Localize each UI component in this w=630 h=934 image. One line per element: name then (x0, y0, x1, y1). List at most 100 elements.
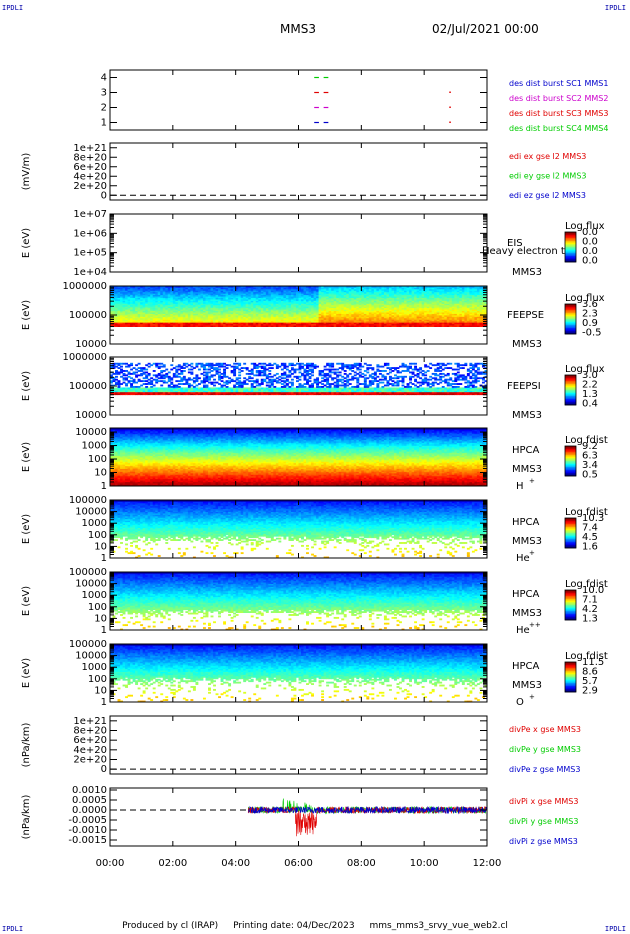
spectrogram-cell (123, 370, 126, 372)
spectrogram-cell (183, 367, 186, 369)
legend-burst: des dist burst SC3 MMS3 (509, 109, 608, 118)
spectrogram-cell (198, 363, 201, 365)
spectrogram-cell (208, 363, 211, 365)
spectrogram-cell (185, 387, 188, 389)
spectrogram-cell (123, 387, 126, 389)
spectrogram-cell (145, 372, 148, 374)
spectrogram-cell (145, 383, 148, 385)
spectrogram-cell (128, 380, 131, 382)
spectrogram-cell (125, 377, 128, 379)
spectrogram-cell (150, 364, 153, 366)
spectrogram-cell (133, 367, 136, 369)
spectrogram-cell (170, 386, 173, 388)
spectrogram-cell (158, 377, 161, 379)
colorbar-label: -0.5 (582, 328, 602, 339)
spectrogram-cell (135, 372, 138, 374)
spectrogram-cell (148, 366, 151, 368)
spectrogram-cell (175, 369, 178, 371)
spectrogram-cell (183, 363, 186, 365)
species-label: Heavy electron tof (482, 246, 575, 257)
spectrogram-cell (125, 370, 128, 372)
spectrogram-cell (175, 374, 178, 376)
burst-point (449, 107, 451, 109)
spectrogram-cell (140, 385, 143, 387)
spectrogram-cell (128, 364, 131, 366)
panel-frame (110, 143, 487, 200)
spectrogram-cell (115, 370, 118, 372)
spectrogram-cell (206, 363, 209, 365)
spectrogram-cell (143, 367, 146, 369)
spectrogram-cell (190, 387, 193, 389)
spectrogram-cell (195, 374, 198, 376)
spectrogram-cell (155, 374, 158, 376)
ytick-label: 0 (101, 190, 107, 201)
spectrogram-cell (185, 366, 188, 368)
panel-frame (110, 214, 487, 272)
spectrogram-cell (180, 366, 183, 368)
spectrogram-cell (153, 363, 156, 365)
spectrogram-cell (168, 385, 171, 387)
spectrogram-cell (118, 380, 121, 382)
spectrogram-cell (120, 387, 123, 389)
spectrogram-cell (130, 377, 133, 379)
spectrogram-cell (158, 387, 161, 389)
spectrogram-cell (170, 369, 173, 371)
spectrogram-cell (178, 380, 181, 382)
colorbar-label: 0.0 (582, 256, 598, 267)
spectrogram-cell (140, 387, 143, 389)
spectrogram-cell (160, 385, 163, 387)
spectrogram-cell (200, 387, 203, 389)
spectrogram-cell (160, 363, 163, 365)
spectrogram-cell (115, 379, 118, 381)
spectrogram-cell (173, 373, 176, 375)
spectrogram-cell (183, 370, 186, 372)
spectrogram-cell (123, 363, 126, 365)
spectrogram-cell (180, 377, 183, 379)
spectrogram-cell (158, 380, 161, 382)
spectrogram-cell (130, 380, 133, 382)
spectrogram-cell (115, 387, 118, 389)
spectrogram-cell (175, 366, 178, 368)
spectrogram-cell (115, 376, 118, 378)
spectrogram-cell (203, 364, 206, 366)
spectrogram-cell (143, 377, 146, 379)
spectrogram-cell (128, 376, 131, 378)
spectrogram-cell (203, 385, 206, 387)
spectrogram-cell (206, 372, 209, 374)
spectrogram-cell (208, 382, 211, 384)
legend-burst: des dist burst SC2 MMS2 (509, 94, 608, 103)
spectrogram-cell (120, 363, 123, 365)
spectrogram-cell (173, 367, 176, 369)
spectrogram-cell (143, 380, 146, 382)
spectrogram-cell (185, 363, 188, 365)
spectrogram-cell (150, 386, 153, 388)
spectrogram-cell (183, 383, 186, 385)
legend-burst: des dist burst SC4 MMS4 (509, 124, 608, 133)
spectrogram-cell (173, 385, 176, 387)
spectrogram-cell (145, 374, 148, 376)
spectrogram-cell (140, 373, 143, 375)
spectrogram-cell (150, 377, 153, 379)
spectrogram-cell (138, 374, 141, 376)
spectrogram-cell (125, 383, 128, 385)
spectrogram-cell (190, 379, 193, 381)
spectrogram-cell (145, 364, 148, 366)
spectrogram-cell (135, 374, 138, 376)
spectrogram-cell (163, 374, 166, 376)
spectrogram-cell (200, 363, 203, 365)
ylabel-edi: (mV/m) (21, 153, 32, 191)
legend-edi: edi ez gse l2 MMS3 (509, 191, 586, 200)
spectrogram-cell (193, 386, 196, 388)
spectrogram-cell (183, 387, 186, 389)
spectrogram-cell (148, 363, 151, 365)
spectrogram-cell (193, 367, 196, 369)
panel-frame (110, 70, 487, 130)
panel-feepsi: 100000010000010000E (eV) FEEPSIMMS3Log fl… (21, 352, 605, 421)
spectrogram-cell (123, 373, 126, 375)
spectrogram-cell (165, 369, 168, 371)
spectrogram-cell (180, 383, 183, 385)
spectrogram-cell (113, 373, 116, 375)
